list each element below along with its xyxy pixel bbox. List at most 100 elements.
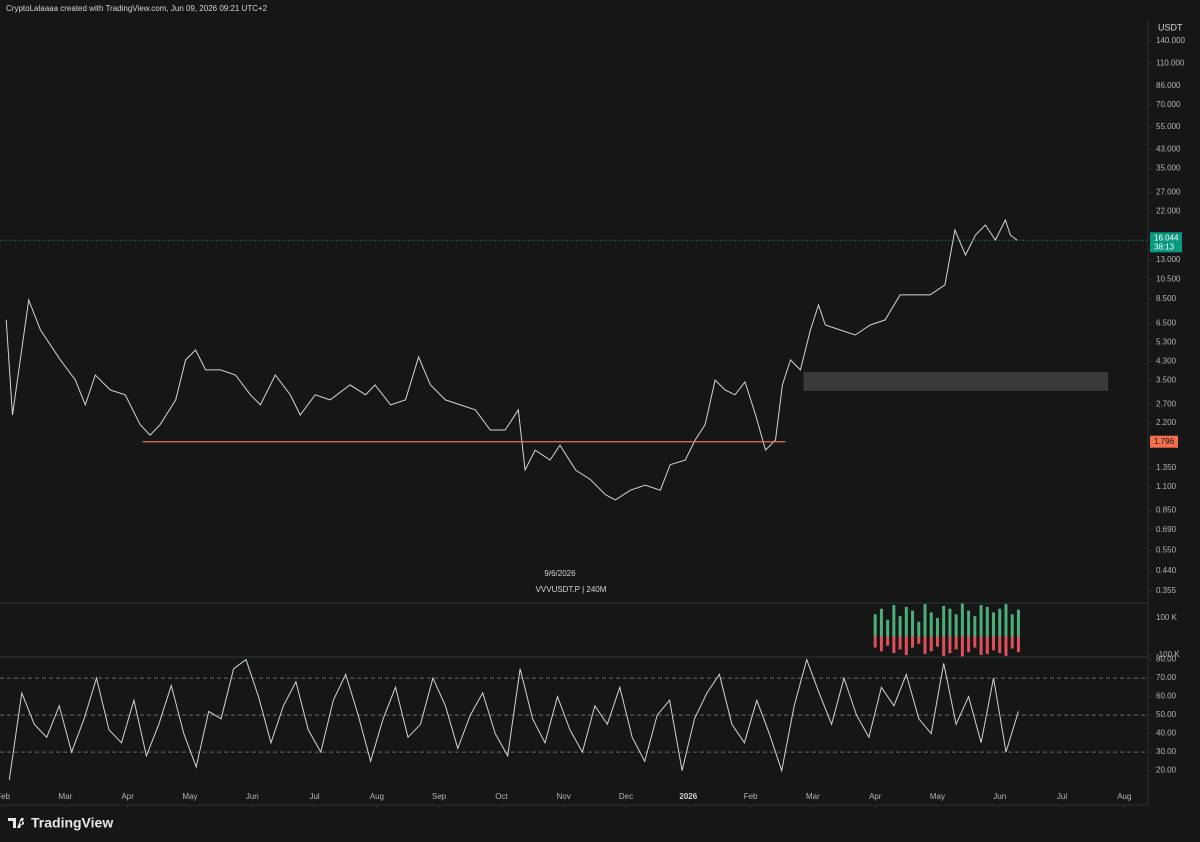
y-tick-label: 60.00 [1156,692,1177,701]
y-tick-label: 27.000 [1156,188,1181,197]
volume-bar [1010,636,1014,649]
volume-bar [942,605,946,637]
y-tick-label: 0.550 [1156,546,1177,555]
volume-bar [967,610,971,637]
watermark-symbol: VVVUSDT.P | 240M [536,585,607,594]
y-tick-label: 20.00 [1156,766,1177,775]
volume-bar [998,608,1002,637]
volume-bar [992,612,996,637]
volume-bar [929,636,933,652]
y-tick-label: 110.000 [1156,58,1185,67]
y-tick-label: 55.000 [1156,122,1181,131]
volume-bar [911,636,915,648]
x-tick-label: 2026 [679,792,697,801]
zone-box [803,372,1109,391]
x-tick-label: Feb [0,792,11,801]
volume-bar [923,636,927,655]
y-tick-label: 70.000 [1156,100,1181,109]
last-price-label: 16.044 [1154,233,1179,242]
y-tick-label: 13.000 [1156,255,1181,264]
x-tick-label: Dec [619,792,633,801]
y-tick-label: 1.350 [1156,463,1177,472]
y-tick-label: 2.200 [1156,418,1177,427]
y-tick-label: 40.00 [1156,729,1177,738]
volume-bar [1010,614,1014,637]
y-tick-label: 1.100 [1156,482,1177,491]
x-tick-label: Apr [121,792,134,801]
volume-bar [1016,636,1020,653]
y-tick-label: -100 K [1156,650,1180,659]
brand-logo: TradingView [8,815,113,831]
brand-name: TradingView [31,815,113,831]
volume-bar [904,636,908,655]
volume-bar [1004,604,1008,637]
last-price-bg [1150,232,1182,253]
y-tick-label: 0.440 [1156,566,1177,575]
volume-bar [935,617,939,637]
unit-label: USDT [1158,22,1183,32]
volume-bar [1016,609,1020,637]
y-tick-label: 0.690 [1156,525,1177,534]
volume-bar [1004,636,1008,656]
y-tick-label: 100 K [1156,613,1178,622]
volume-bar [960,636,964,657]
y-tick-label: 5.300 [1156,337,1177,346]
price-line [8,657,1019,780]
header: CryptoLalaaaa created with TradingView.c… [6,4,268,13]
y-tick-label: 80.00 [1156,655,1177,664]
volume-bar [898,636,902,650]
y-tick-label: 86.000 [1156,81,1181,90]
x-tick-label: Jun [246,792,259,801]
x-tick-label: May [930,792,945,801]
price-line [5,218,1018,501]
watermark-date: 9/6/2026 [544,569,576,578]
volume-bar [942,636,946,656]
y-tick-label: 22.000 [1156,206,1181,215]
volume-bar [917,636,921,644]
volume-bar [892,605,896,637]
volume-bar [973,636,977,648]
y-tick-label: 50.00 [1156,710,1177,719]
y-tick-label: 10.500 [1156,274,1181,283]
y-tick-label: 4.300 [1156,357,1177,366]
x-tick-label: Feb [744,792,758,801]
volume-bar [873,636,877,648]
x-tick-label: Jul [309,792,319,801]
volume-bar [985,606,989,637]
x-tick-label: Apr [869,792,882,801]
volume-bar [923,604,927,637]
volume-bar [904,606,908,637]
countdown: 38:13 [1154,242,1175,251]
y-tick-label: 8.500 [1156,294,1177,303]
x-tick-label: Sep [432,792,447,801]
volume-bar [973,616,977,637]
volume-bar [948,636,952,654]
x-tick-label: Aug [1117,792,1131,801]
volume-bar [935,636,939,647]
volume-bar [879,636,883,652]
volume-bar [954,614,958,637]
volume-bar [898,616,902,637]
support-label-bg [1150,435,1178,448]
y-tick-label: 6.500 [1156,319,1177,328]
x-tick-label: May [182,792,197,801]
x-tick-label: Nov [557,792,571,801]
volume-bar [917,621,921,637]
y-tick-label: 2.700 [1156,399,1177,408]
volume-bar [948,608,952,637]
volume-bar [954,636,958,650]
x-tick-label: Jul [1057,792,1067,801]
x-tick-label: Aug [370,792,384,801]
y-tick-label: 0.850 [1156,506,1177,515]
volume-bar [929,612,933,637]
y-tick-label: 43.000 [1156,145,1181,154]
x-tick-label: Mar [806,792,820,801]
y-tick-label: 0.355 [1156,586,1177,595]
x-tick-label: Jun [993,792,1006,801]
y-tick-label: 35.000 [1156,164,1181,173]
volume-bar [892,636,896,654]
y-tick-label: 30.00 [1156,747,1177,756]
volume-bar [886,619,890,637]
y-tick-label: 3.500 [1156,375,1177,384]
